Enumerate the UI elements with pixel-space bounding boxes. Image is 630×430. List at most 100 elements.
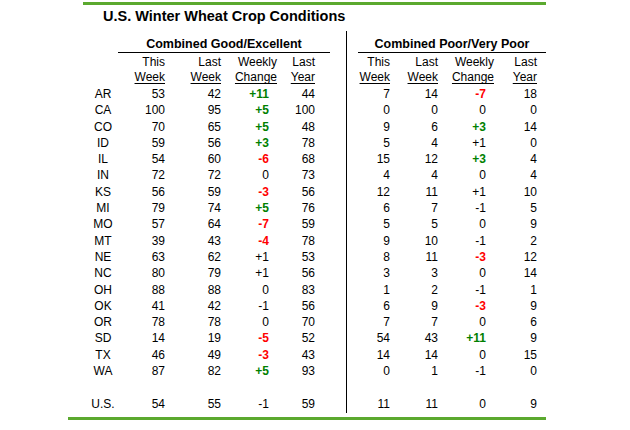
ge-value-cell: 65 — [165, 119, 221, 135]
pp-value-cell: 15 — [486, 347, 537, 363]
table-row: NC8079+15633014 — [72, 265, 537, 281]
pp-value-cell: 1 — [346, 282, 390, 298]
pp-value-cell: 9 — [486, 330, 537, 346]
ge-value-cell: 78 — [165, 314, 221, 330]
ge-value-cell: 63 — [134, 249, 165, 265]
table-row: MT3943-478910-12 — [72, 233, 537, 249]
ge-value-cell: 19 — [165, 330, 221, 346]
pp-value-cell: 54 — [346, 330, 390, 346]
ge-change-cell: +1 — [221, 265, 269, 281]
group-gap — [315, 249, 346, 265]
ge-change-cell: 0 — [221, 167, 269, 183]
pp-value-cell: 43 — [390, 330, 438, 346]
column-header-week: Week — [390, 69, 438, 85]
column-header-last: Last — [390, 54, 438, 70]
table-row: ID5956+37854+10 — [72, 135, 537, 151]
pp-change-cell: -3 — [438, 298, 486, 314]
column-header-last: Last — [165, 54, 221, 70]
pp-value-cell: 14 — [390, 347, 438, 363]
ge-change-cell: -3 — [221, 347, 269, 363]
pp-value-cell: 6 — [346, 200, 390, 216]
pp-value-cell: 4 — [346, 167, 390, 183]
column-header-label: Weekly — [238, 55, 277, 69]
ge-value-cell: 43 — [269, 347, 315, 363]
group-gap — [315, 330, 346, 346]
ge-value-cell: 80 — [134, 265, 165, 281]
pp-value-cell: 1 — [486, 282, 537, 298]
state-label: OH — [72, 282, 134, 298]
group-gap — [315, 396, 346, 412]
ge-value-cell: 100 — [134, 102, 165, 118]
table-row: OK4142-15669-39 — [72, 298, 537, 314]
pp-value-cell: 11 — [346, 396, 390, 412]
group-gap — [315, 347, 346, 363]
group-gap — [315, 184, 346, 200]
ge-value-cell: 100 — [269, 102, 315, 118]
pp-value-cell: 0 — [346, 363, 390, 379]
column-header-label: This — [367, 55, 390, 69]
pp-value-cell: 11 — [390, 396, 438, 412]
state-label: MT — [72, 233, 134, 249]
state-label: CO — [72, 119, 134, 135]
pp-value-cell: 5 — [390, 216, 438, 232]
group-gap — [315, 298, 346, 314]
pp-change-cell: +1 — [438, 135, 486, 151]
column-header-week: Week — [346, 69, 390, 85]
pp-value-cell: 3 — [346, 265, 390, 281]
section-header-good-excellent: Combined Good/Excellent — [118, 36, 330, 53]
table-row: IN72720734404 — [72, 167, 537, 183]
state-label: CA — [72, 102, 134, 118]
ge-value-cell: 57 — [134, 216, 165, 232]
table-row: MI7974+57667-15 — [72, 200, 537, 216]
ge-value-cell: 79 — [165, 265, 221, 281]
state-label: AR — [72, 86, 134, 102]
ge-value-cell: 78 — [134, 314, 165, 330]
bottom-accent-line — [68, 417, 546, 420]
group-gap — [315, 54, 346, 70]
pp-value-cell: 4 — [390, 135, 438, 151]
group-gap — [315, 363, 346, 379]
pp-value-cell: 12 — [346, 184, 390, 200]
pp-value-cell: 14 — [486, 119, 537, 135]
pp-change-cell: -1 — [438, 282, 486, 298]
ge-change-cell: 0 — [221, 282, 269, 298]
pp-value-cell: 14 — [486, 265, 537, 281]
pp-value-cell: 11 — [390, 249, 438, 265]
state-label: IN — [72, 167, 134, 183]
state-label: IL — [72, 151, 134, 167]
ge-value-cell: 88 — [165, 282, 221, 298]
table-row: SD1419-5525443+119 — [72, 330, 537, 346]
ge-value-cell: 73 — [269, 167, 315, 183]
ge-value-cell: 78 — [269, 233, 315, 249]
pp-value-cell: 0 — [486, 135, 537, 151]
state-label: WA — [72, 363, 134, 379]
table-row: WA8782+59301-10 — [72, 363, 537, 379]
ge-value-cell: 59 — [269, 396, 315, 412]
group-gap — [315, 282, 346, 298]
pp-value-cell: 12 — [486, 249, 537, 265]
table-row: IL5460-6681512+34 — [72, 151, 537, 167]
column-header-label: Week — [191, 70, 221, 84]
column-header-this: This — [346, 54, 390, 70]
state-column-spacer — [72, 69, 134, 85]
state-label: MI — [72, 200, 134, 216]
ge-value-cell: 44 — [269, 86, 315, 102]
column-header-label: Last — [198, 55, 221, 69]
ge-value-cell: 41 — [134, 298, 165, 314]
column-header-label: Last — [415, 55, 438, 69]
state-label: U.S. — [72, 396, 134, 412]
state-label: NE — [72, 249, 134, 265]
pp-value-cell: 0 — [346, 102, 390, 118]
pp-value-cell: 14 — [390, 86, 438, 102]
state-label: NC — [72, 265, 134, 281]
pp-value-cell: 7 — [390, 200, 438, 216]
pp-change-cell: -1 — [438, 233, 486, 249]
crop-conditions-report: U.S. Winter Wheat Crop Conditions Combin… — [0, 0, 630, 430]
column-header-label: Week — [408, 70, 438, 84]
table-row: AR5342+1144714-718 — [72, 86, 537, 102]
pp-value-cell: 7 — [390, 314, 438, 330]
ge-value-cell: 78 — [269, 135, 315, 151]
ge-value-cell: 54 — [134, 151, 165, 167]
pp-value-cell: 4 — [390, 167, 438, 183]
column-header-label: This — [142, 55, 165, 69]
